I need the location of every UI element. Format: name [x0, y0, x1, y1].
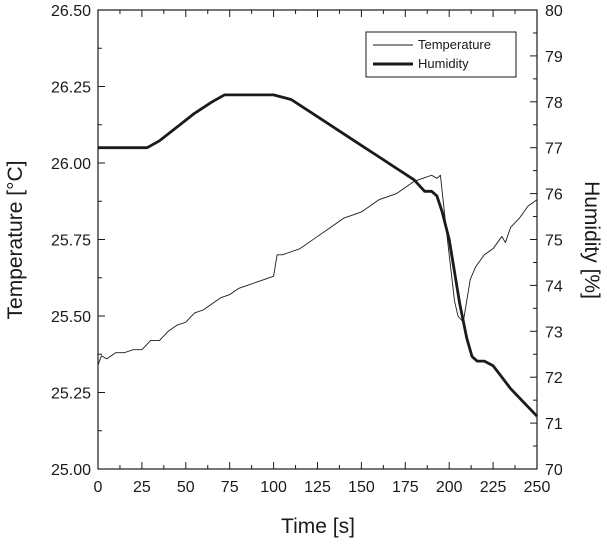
right-y-tick-label: 75	[545, 233, 563, 250]
right-y-tick-label: 77	[545, 141, 563, 158]
left-y-tick-label: 26.50	[51, 3, 91, 20]
left-y-axis-title: Temperature [°C]	[4, 161, 27, 320]
legend-label-humidity: Humidity	[418, 56, 469, 71]
axis-ticks	[98, 10, 537, 469]
right-y-tick-label: 76	[545, 187, 563, 204]
left-y-tick-label: 25.50	[51, 309, 91, 326]
x-tick-label: 175	[392, 479, 419, 496]
left-y-tick-label: 25.75	[51, 233, 91, 250]
right-y-tick-label: 78	[545, 95, 563, 112]
x-tick-label: 50	[177, 479, 195, 496]
left-y-tick-label: 26.00	[51, 156, 91, 173]
x-tick-label: 200	[436, 479, 463, 496]
legend: Temperature Humidity	[366, 32, 516, 77]
right-y-tick-label: 72	[545, 370, 563, 387]
x-tick-label: 25	[133, 479, 151, 496]
left-y-tick-label: 26.25	[51, 80, 91, 97]
right-y-tick-label: 74	[545, 278, 563, 295]
right-y-axis-title: Humidity [%]	[580, 181, 603, 299]
left-y-tick-label: 25.25	[51, 386, 91, 403]
series-line-temperature	[98, 175, 537, 365]
right-y-tick-label: 80	[545, 3, 563, 20]
right-y-tick-label: 71	[545, 416, 563, 433]
x-tick-label: 150	[348, 479, 375, 496]
series-layer	[98, 95, 537, 416]
x-axis-title: Time [s]	[281, 515, 355, 538]
x-tick-label: 125	[304, 479, 331, 496]
x-tick-label: 250	[524, 479, 551, 496]
plot-frame	[98, 10, 537, 469]
series-line-humidity	[98, 95, 537, 416]
right-y-tick-label: 73	[545, 324, 563, 341]
x-tick-label: 0	[94, 479, 103, 496]
x-tick-label: 225	[480, 479, 507, 496]
left-y-tick-label: 25.00	[51, 462, 91, 479]
x-tick-label: 100	[260, 479, 287, 496]
x-tick-label: 75	[221, 479, 239, 496]
right-y-tick-label: 70	[545, 462, 563, 479]
right-y-tick-label: 79	[545, 49, 563, 66]
legend-label-temperature: Temperature	[418, 37, 491, 52]
